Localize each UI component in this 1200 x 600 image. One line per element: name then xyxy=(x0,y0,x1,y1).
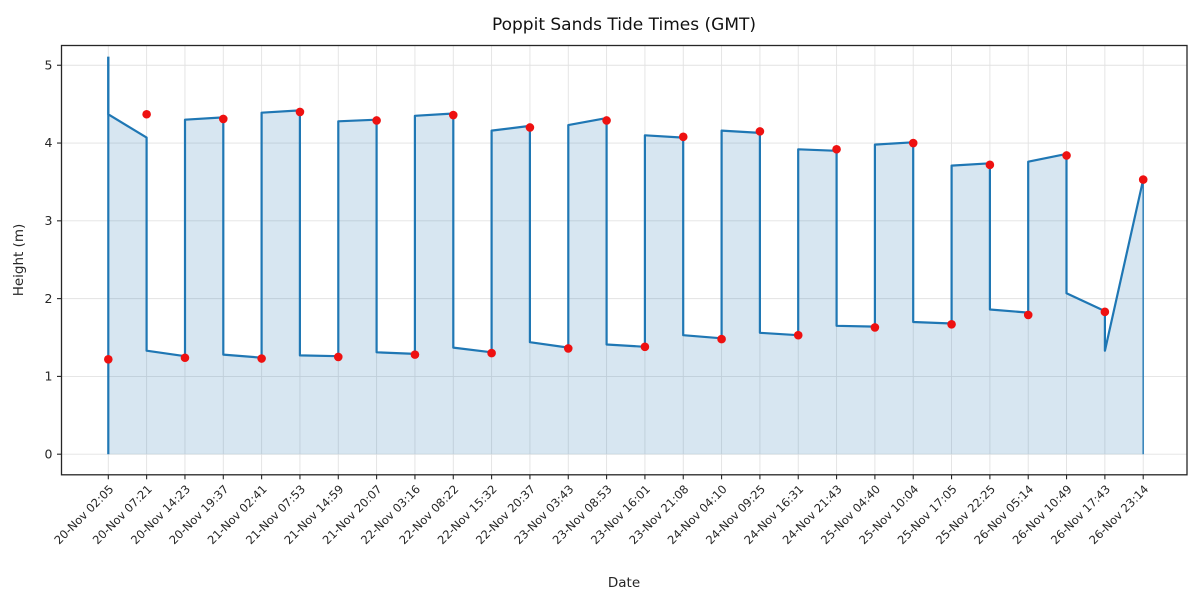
tide-event-marker xyxy=(870,323,880,332)
tide-event-marker xyxy=(717,334,726,344)
tide-event-marker xyxy=(832,144,841,154)
tide-event-markers xyxy=(104,107,1148,364)
y-axis-label: Height (m) xyxy=(11,224,27,297)
tide-event-marker xyxy=(755,127,765,136)
tide-event-marker xyxy=(142,109,151,119)
y-tick-label: 4 xyxy=(45,135,53,150)
y-tick-label: 5 xyxy=(45,57,53,72)
tide-event-marker xyxy=(295,107,305,117)
tide-event-marker xyxy=(908,138,918,148)
tide-event-marker xyxy=(678,132,688,142)
tide-event-marker xyxy=(410,350,420,359)
y-tick-label: 3 xyxy=(45,213,53,228)
tide-event-marker xyxy=(602,116,611,125)
tide-event-marker xyxy=(1138,175,1148,184)
tide-event-marker xyxy=(1023,310,1033,320)
tide-event-marker xyxy=(180,353,190,363)
tide-event-marker xyxy=(1062,151,1071,160)
area-fill-layer xyxy=(108,56,1144,455)
tide-event-marker xyxy=(985,160,995,170)
y-tick-label: 1 xyxy=(45,369,53,384)
y-tick-label: 0 xyxy=(45,446,53,461)
tide-line xyxy=(107,56,1145,359)
tide-event-marker xyxy=(793,330,803,340)
plot-border xyxy=(60,44,1188,476)
tide-event-marker xyxy=(218,114,228,124)
axes-layer xyxy=(57,44,1188,480)
tide-event-marker xyxy=(525,123,535,132)
y-tick-label: 2 xyxy=(45,291,53,306)
tide-event-marker xyxy=(372,116,381,125)
tide-event-marker xyxy=(257,354,266,363)
tide-event-marker xyxy=(947,319,956,329)
tide-event-marker xyxy=(104,354,113,364)
tide-event-marker xyxy=(563,344,573,353)
tide-event-marker xyxy=(640,342,650,352)
chart-title: Poppit Sands Tide Times (GMT) xyxy=(492,15,756,35)
tide-event-marker xyxy=(1100,307,1110,317)
tide-area-fill xyxy=(108,56,1144,455)
tide-event-marker xyxy=(448,110,458,120)
tide-line-layer xyxy=(107,56,1145,455)
tide-event-marker xyxy=(487,348,496,358)
x-axis-label: Date xyxy=(608,575,640,591)
tide-event-marker xyxy=(333,352,343,362)
